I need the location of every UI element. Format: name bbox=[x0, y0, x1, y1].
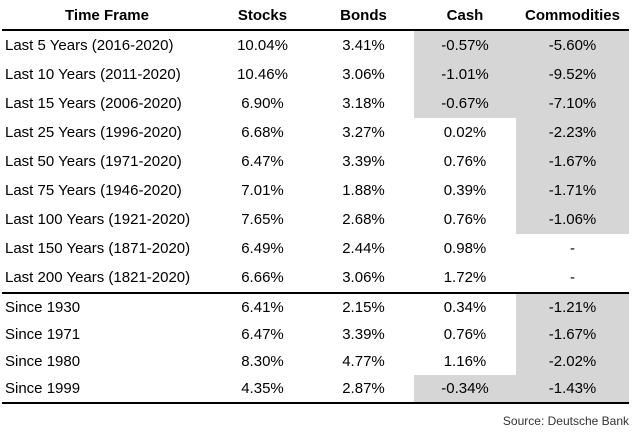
value-cell-cash: -1.01% bbox=[414, 60, 516, 89]
value-cell-stocks: 8.30% bbox=[241, 353, 284, 370]
table-row: Last 15 Years (2006-2020) 6.90% 3.18% -0.67… bbox=[2, 89, 629, 118]
value-cell-bonds: 3.06% bbox=[342, 66, 385, 83]
value-cell-cash: 0.34% bbox=[414, 292, 516, 321]
real-returns-table: Time Frame Stocks Bonds Cash Commodities… bbox=[2, 2, 629, 404]
table-row: Last 200 Years (1821-2020) 6.66% 3.06% 1.72… bbox=[2, 263, 629, 293]
value-cell-commodities: -1.67% bbox=[516, 147, 629, 176]
value-cell-bonds: 2.87% bbox=[313, 375, 414, 404]
value-cell-stocks: 6.49% bbox=[241, 240, 284, 257]
timeframe-cell: Since 1980 bbox=[5, 353, 81, 370]
value-cell-cash: -0.67% bbox=[414, 89, 516, 118]
table-row: Last 150 Years (1871-2020) 6.49% 2.44% 0.98… bbox=[2, 234, 629, 263]
value-cell-stocks: 7.01% bbox=[241, 182, 284, 199]
table-row: Since 1980 8.30% 4.77% 1.16% -2.02% bbox=[2, 348, 629, 375]
timeframe-cell: Since 1999 bbox=[2, 375, 212, 404]
value-cell-commodities: -2.02% bbox=[516, 348, 629, 375]
timeframe-cell: Last 25 Years (1996-2020) bbox=[5, 124, 182, 141]
timeframe-cell: Last 150 Years (1871-2020) bbox=[5, 240, 191, 257]
value-cell-bonds: 2.15% bbox=[313, 292, 414, 321]
timeframe-cell: Last 100 Years (1921-2020) bbox=[5, 211, 191, 228]
table-row: Last 5 Years (2016-2020) 10.04% 3.41% -0.57… bbox=[2, 30, 629, 60]
timeframe-cell: Last 5 Years (2016-2020) bbox=[5, 37, 174, 54]
value-cell-commodities: -9.52% bbox=[516, 60, 629, 89]
table-row: Last 25 Years (1996-2020) 6.68% 3.27% 0.02%… bbox=[2, 118, 629, 147]
timeframe-cell: Last 200 Years (1821-2020) bbox=[5, 269, 191, 286]
value-cell-cash: 0.98% bbox=[443, 240, 487, 257]
table-body: Last 5 Years (2016-2020) 10.04% 3.41% -0.57… bbox=[2, 30, 629, 404]
value-cell-cash: 0.76% bbox=[443, 211, 487, 228]
timeframe-cell: Last 10 Years (2011-2020) bbox=[5, 66, 181, 83]
value-cell-stocks: 7.65% bbox=[241, 211, 284, 228]
value-cell-cash: 0.02% bbox=[443, 124, 487, 141]
value-cell-stocks: 6.66% bbox=[241, 269, 284, 286]
value-cell-stocks: 6.68% bbox=[241, 124, 284, 141]
value-cell-bonds: 2.44% bbox=[342, 240, 385, 257]
table-row: Last 100 Years (1921-2020) 7.65% 2.68% 0.76… bbox=[2, 205, 629, 234]
table-row: Last 10 Years (2011-2020) 10.46% 3.06% -1.0… bbox=[2, 60, 629, 89]
value-cell-commodities: -5.60% bbox=[516, 30, 629, 60]
table-row: Last 75 Years (1946-2020) 7.01% 1.88% 0.39%… bbox=[2, 176, 629, 205]
value-cell-bonds: 3.39% bbox=[342, 326, 385, 343]
value-cell-bonds: 1.88% bbox=[342, 182, 385, 199]
value-cell-bonds: 3.41% bbox=[342, 37, 385, 54]
value-cell-stocks: 6.90% bbox=[241, 95, 284, 112]
table-row: Last 50 Years (1971-2020) 6.47% 3.39% 0.76%… bbox=[2, 147, 629, 176]
column-header-commodities: Commodities bbox=[516, 2, 629, 31]
column-header-bonds: Bonds bbox=[313, 2, 414, 31]
value-cell-cash: 0.76% bbox=[443, 326, 487, 343]
value-cell-bonds: 4.77% bbox=[342, 353, 385, 370]
value-cell-cash: 0.39% bbox=[443, 182, 487, 199]
value-cell-bonds: 3.18% bbox=[342, 95, 385, 112]
value-cell-commodities: -1.71% bbox=[516, 176, 629, 205]
value-cell-bonds: 3.06% bbox=[342, 269, 385, 286]
value-cell-cash: 0.76% bbox=[443, 153, 487, 170]
value-cell-cash: 1.72% bbox=[443, 269, 487, 286]
column-header-time-frame: Time Frame bbox=[2, 2, 212, 31]
table-row: Since 1999 4.35% 2.87% -0.34% -1.43% bbox=[2, 375, 629, 404]
value-cell-stocks: 6.47% bbox=[241, 153, 284, 170]
timeframe-cell: Since 1930 bbox=[2, 292, 212, 321]
table-row: Since 1971 6.47% 3.39% 0.76% -1.67% bbox=[2, 321, 629, 348]
value-cell-commodities: -1.21% bbox=[516, 292, 629, 321]
value-cell-commodities: -1.06% bbox=[516, 205, 629, 234]
source-note: Source: Deutsche Bank bbox=[502, 414, 629, 428]
value-cell-stocks: 4.35% bbox=[212, 375, 313, 404]
timeframe-cell: Since 1971 bbox=[5, 326, 81, 343]
column-header-cash: Cash bbox=[414, 2, 516, 31]
value-cell-bonds: 2.68% bbox=[342, 211, 385, 228]
value-cell-cash: -0.34% bbox=[414, 375, 516, 404]
value-cell-commodities: -1.43% bbox=[516, 375, 629, 404]
table-row: Since 1930 6.41% 2.15% 0.34% -1.21% bbox=[2, 292, 629, 321]
value-cell-commodities: - bbox=[570, 240, 575, 257]
value-cell-bonds: 3.27% bbox=[342, 124, 385, 141]
value-cell-stocks: 10.04% bbox=[237, 37, 288, 54]
timeframe-cell: Last 75 Years (1946-2020) bbox=[5, 182, 182, 199]
value-cell-commodities: - bbox=[570, 269, 575, 286]
value-cell-stocks: 6.47% bbox=[241, 326, 284, 343]
column-header-stocks: Stocks bbox=[212, 2, 313, 31]
value-cell-commodities: -7.10% bbox=[516, 89, 629, 118]
value-cell-cash: 1.16% bbox=[443, 353, 487, 370]
value-cell-cash: -0.57% bbox=[414, 30, 516, 60]
value-cell-commodities: -2.23% bbox=[516, 118, 629, 147]
header-row: Time Frame Stocks Bonds Cash Commodities bbox=[2, 2, 629, 31]
value-cell-stocks: 10.46% bbox=[237, 66, 288, 83]
value-cell-commodities: -1.67% bbox=[516, 321, 629, 348]
value-cell-bonds: 3.39% bbox=[342, 153, 385, 170]
timeframe-cell: Last 15 Years (2006-2020) bbox=[5, 95, 182, 112]
value-cell-stocks: 6.41% bbox=[212, 292, 313, 321]
timeframe-cell: Last 50 Years (1971-2020) bbox=[5, 153, 182, 170]
